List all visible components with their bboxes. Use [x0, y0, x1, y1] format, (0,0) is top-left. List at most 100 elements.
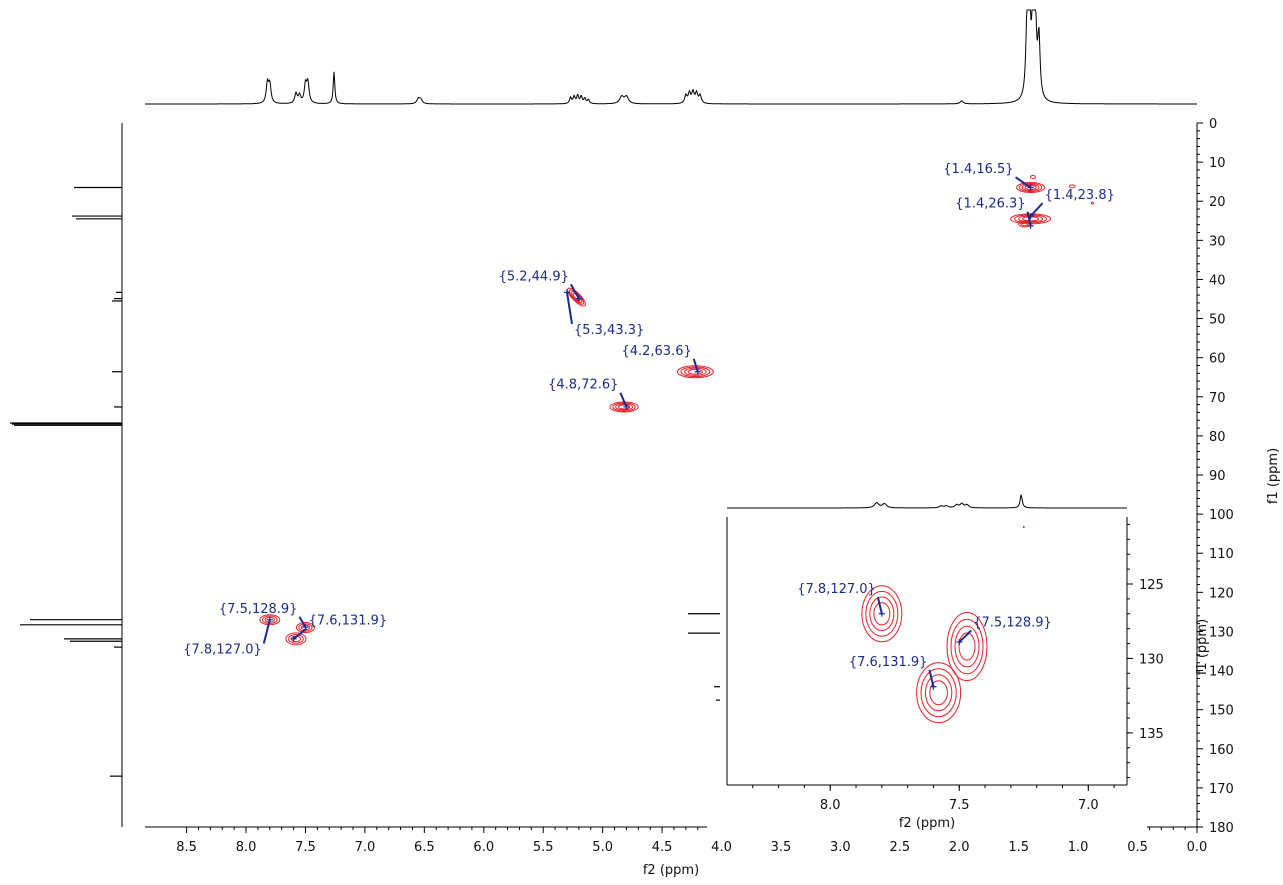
inset-cross-peak-contour	[869, 596, 895, 632]
y-tick-label: 90	[1209, 469, 1226, 484]
peak-marker	[1027, 222, 1034, 229]
inset-cross-peak-contour	[920, 668, 957, 718]
y-tick-label: 170	[1209, 782, 1234, 797]
inset-x-tick-label: 7.0	[1078, 798, 1099, 813]
y-tick-label: 140	[1209, 665, 1234, 680]
cross-peak-contour	[1018, 183, 1043, 193]
x-tick-label: 7.0	[355, 840, 376, 855]
x-tick-label: 4.5	[652, 840, 673, 855]
y-tick-label: 60	[1209, 352, 1226, 367]
peak-marker	[290, 635, 297, 642]
cross-peak-contour	[568, 289, 585, 305]
x-tick-label: 8.5	[176, 840, 197, 855]
cross-peak-contour	[298, 623, 313, 632]
peak-marker	[956, 639, 963, 646]
cross-peak-contour	[1090, 201, 1094, 205]
y-tick-label: 80	[1209, 430, 1226, 445]
x-tick-label: 6.5	[414, 840, 435, 855]
inset-cross-peak-contour	[924, 674, 953, 712]
x-tick-label: 8.0	[236, 840, 257, 855]
y-tick-label: 40	[1209, 273, 1226, 288]
y-tick-label: 20	[1209, 195, 1226, 210]
peak-label: {1.4,26.3}	[955, 197, 1025, 212]
cross-peak-contour	[1016, 182, 1046, 194]
x-tick-label: 0.0	[1187, 840, 1208, 855]
inset-cross-peak-contour	[929, 680, 948, 706]
peak-marker	[266, 616, 273, 623]
peak-leader-line	[619, 392, 628, 408]
cross-peak-contour	[1029, 174, 1036, 179]
inset-cross-peak-contour	[873, 602, 891, 626]
peak-leader-line	[570, 283, 580, 300]
inset-stray-contour	[1022, 526, 1025, 528]
x-tick-label: 7.5	[295, 840, 316, 855]
peak-marker	[563, 289, 570, 296]
cross-peak-contour	[687, 368, 704, 375]
peak-marker	[930, 683, 937, 690]
cross-peak-contour	[295, 622, 315, 634]
peak-label: {1.4,16.5}	[943, 162, 1013, 177]
peak-leader-line	[928, 669, 935, 687]
y-tick-label: 130	[1209, 625, 1234, 640]
x-tick-label: 5.0	[592, 840, 613, 855]
inset-h1-projection	[727, 494, 1127, 509]
y-tick-label: 50	[1209, 313, 1226, 328]
peak-leader-line	[1015, 176, 1032, 189]
x-tick-label: 1.0	[1068, 840, 1089, 855]
peak-leader-line	[1029, 202, 1044, 217]
cross-peak-contour	[684, 367, 707, 376]
y-tick-label: 120	[1209, 586, 1234, 601]
y-tick-label: 10	[1209, 156, 1226, 171]
peak-label: {5.2,44.9}	[499, 269, 569, 284]
x-tick-label: 3.0	[830, 840, 851, 855]
inset-y-tick-label: 125	[1139, 578, 1164, 593]
peak-leader-line	[262, 619, 271, 644]
peak-label: {5.3,43.3}	[574, 323, 644, 338]
cross-peak-contour	[567, 287, 586, 307]
peak-leader-line	[292, 627, 308, 640]
inset-x-axis-label: f2 (ppm)	[899, 816, 955, 831]
peak-label: {7.6,131.9}	[849, 655, 928, 670]
peak-label: {7.6,131.9}	[309, 614, 388, 629]
h1-projection-spectrum	[145, 9, 1197, 105]
peak-leader-line	[876, 596, 883, 615]
cross-peak-contour	[1068, 184, 1076, 189]
peak-leader-line	[958, 629, 972, 643]
peak-label: {7.8,127.0}	[183, 643, 262, 658]
x-axis-label: f2 (ppm)	[643, 863, 699, 878]
cross-peak-contour	[1020, 221, 1029, 227]
x-tick-label: 1.5	[1008, 840, 1029, 855]
inset-cross-peak-contour	[865, 590, 899, 637]
inset-background	[707, 492, 1147, 835]
inset-y-axis-label: f1 (ppm)	[1195, 619, 1210, 675]
inset-y-tick-label: 130	[1139, 652, 1164, 667]
y-tick-label: 110	[1209, 547, 1234, 562]
peak-label: {4.8,72.6}	[548, 378, 618, 393]
x-tick-label: 5.5	[533, 840, 554, 855]
inset-cross-peak-contour	[946, 612, 988, 682]
peak-marker	[575, 295, 582, 302]
y-tick-label: 150	[1209, 704, 1234, 719]
peak-leader-line	[692, 358, 699, 373]
peak-label: {7.8,127.0}	[797, 582, 876, 597]
cross-peak-contour	[288, 633, 304, 644]
x-tick-label: 6.0	[473, 840, 494, 855]
y-axis-label: f1 (ppm)	[1266, 448, 1281, 504]
inset-cross-peak-contour	[916, 662, 962, 724]
peak-marker	[878, 610, 885, 617]
y-tick-label: 180	[1209, 821, 1234, 836]
peak-marker	[623, 403, 630, 410]
cross-peak-contour	[259, 614, 281, 626]
y-tick-label: 0	[1209, 117, 1217, 132]
peak-label: {4.2,63.6}	[621, 344, 691, 359]
y-tick-label: 160	[1209, 743, 1234, 758]
peak-marker	[1027, 184, 1034, 191]
inset-x-tick-label: 7.5	[949, 798, 970, 813]
y-tick-label: 70	[1209, 391, 1226, 406]
inset-y-tick-label: 135	[1139, 727, 1164, 742]
peak-marker	[694, 368, 701, 375]
inset-cross-peak-contour	[950, 618, 984, 675]
cross-peak-contour	[617, 404, 631, 410]
inset-cross-peak-contour	[958, 632, 976, 661]
